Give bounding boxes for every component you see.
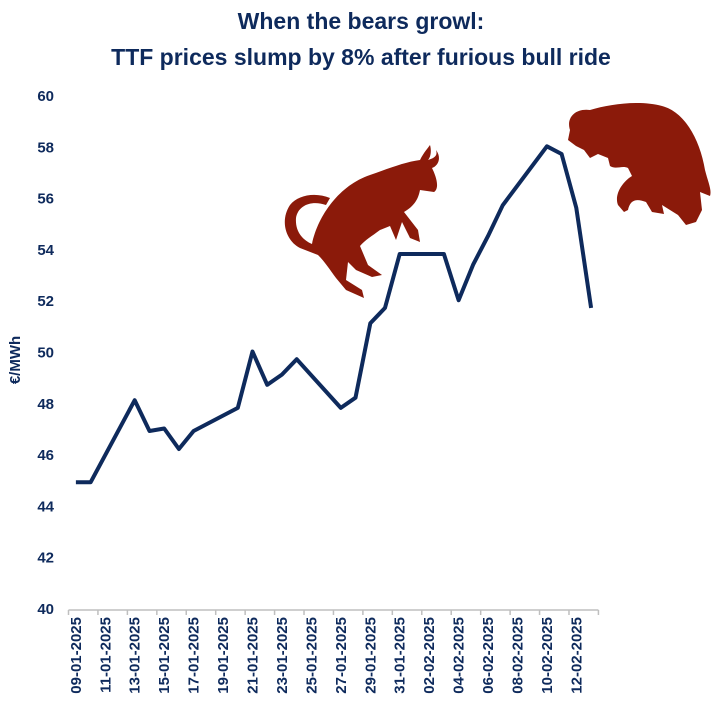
x-tick-label: 23-01-2025	[274, 617, 291, 694]
y-tick-label: 60	[37, 88, 54, 105]
x-tick-label: 10-02-2025	[539, 617, 556, 694]
x-tick-label: 11-01-2025	[97, 617, 114, 693]
x-tick-label: 09-01-2025	[68, 617, 85, 694]
x-tick-label: 31-01-2025	[392, 617, 409, 694]
x-tick-label: 17-01-2025	[186, 617, 203, 694]
x-tick-label: 06-02-2025	[480, 617, 497, 694]
y-tick-label: 54	[37, 242, 54, 259]
x-tick-label: 29-01-2025	[362, 617, 379, 694]
x-tick-label: 15-01-2025	[156, 617, 173, 694]
y-tick-label: 56	[37, 191, 54, 208]
x-tick-label: 08-02-2025	[509, 617, 526, 694]
chart-title-line-1: When the bears growl:	[237, 8, 485, 34]
price-line	[75, 144, 594, 485]
x-tick-label: 04-02-2025	[451, 617, 468, 694]
y-tick-label: 58	[37, 139, 54, 156]
y-tick-label: 44	[37, 498, 54, 515]
x-tick-label: 21-01-2025	[245, 617, 262, 694]
x-tick-label: 25-01-2025	[303, 617, 320, 694]
chart-title-line-2: TTF prices slump by 8% after furious bul…	[111, 44, 611, 70]
y-tick-label: 46	[37, 447, 54, 464]
y-tick-label: 48	[37, 396, 54, 413]
x-tick-label: 13-01-2025	[127, 617, 144, 694]
y-tick-label: 40	[37, 601, 54, 618]
y-tick-label: 50	[37, 345, 54, 362]
x-tick-label: 12-02-2025	[568, 617, 585, 694]
x-tick-label: 27-01-2025	[333, 617, 350, 694]
y-tick-label: 42	[37, 550, 54, 567]
y-axis-label: €/MWh	[7, 336, 24, 384]
x-tick-label: 02-02-2025	[421, 617, 438, 694]
y-tick-label: 52	[37, 293, 54, 310]
bear-icon	[568, 103, 711, 225]
bull-icon	[284, 145, 439, 298]
x-tick-label: 19-01-2025	[215, 617, 232, 694]
